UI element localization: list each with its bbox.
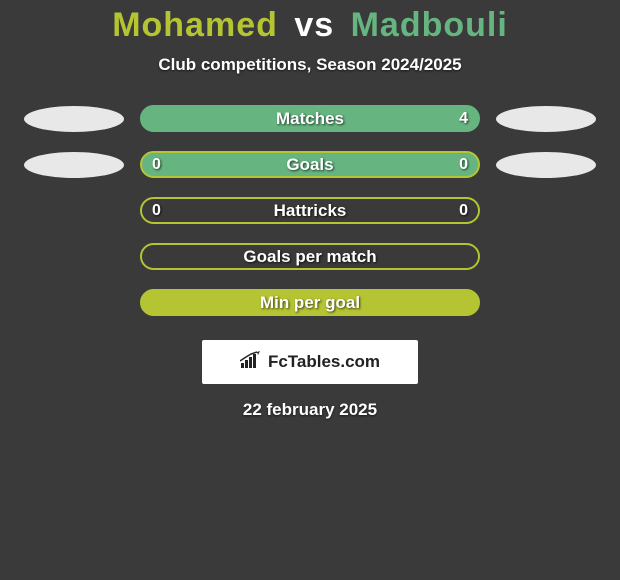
stat-row: Min per goal: [0, 289, 620, 316]
right-spacer: [496, 244, 596, 270]
left-spacer: [24, 244, 124, 270]
stat-left-value: 0: [152, 156, 161, 174]
stat-bar: 0Goals0: [140, 151, 480, 178]
page-title: Mohamed vs Madbouli: [112, 6, 508, 45]
right-ellipse: [496, 152, 596, 178]
stat-row: 0Goals0: [0, 151, 620, 178]
stat-bar: Goals per match: [140, 243, 480, 270]
left-spacer: [24, 198, 124, 224]
stat-label: Hattricks: [142, 201, 478, 221]
brand-text: FcTables.com: [268, 352, 380, 372]
footer-date: 22 february 2025: [243, 400, 377, 420]
stat-bar: Matches4: [140, 105, 480, 132]
stat-bar: Min per goal: [140, 289, 480, 316]
right-spacer: [496, 198, 596, 224]
stat-label: Min per goal: [142, 293, 478, 313]
stat-label: Matches: [142, 109, 478, 129]
stat-bar: 0Hattricks0: [140, 197, 480, 224]
left-ellipse: [24, 106, 124, 132]
stat-label: Goals per match: [142, 247, 478, 267]
right-ellipse: [496, 106, 596, 132]
stat-row: Matches4: [0, 105, 620, 132]
stat-right-value: 0: [459, 202, 468, 220]
stat-row: Goals per match: [0, 243, 620, 270]
left-spacer: [24, 290, 124, 316]
stat-row: 0Hattricks0: [0, 197, 620, 224]
brand-badge[interactable]: FcTables.com: [202, 340, 418, 384]
comparison-card: Mohamed vs Madbouli Club competitions, S…: [0, 0, 620, 420]
stat-label: Goals: [142, 155, 478, 175]
stats-rows: Matches40Goals00Hattricks0Goals per matc…: [0, 105, 620, 316]
stat-right-value: 0: [459, 156, 468, 174]
subtitle: Club competitions, Season 2024/2025: [158, 55, 461, 75]
stat-right-value: 4: [459, 110, 468, 128]
vs-text: vs: [294, 6, 334, 44]
chart-icon: [240, 351, 262, 374]
player1-name: Mohamed: [112, 6, 278, 44]
stat-left-value: 0: [152, 202, 161, 220]
right-spacer: [496, 290, 596, 316]
player2-name: Madbouli: [351, 6, 508, 44]
left-ellipse: [24, 152, 124, 178]
